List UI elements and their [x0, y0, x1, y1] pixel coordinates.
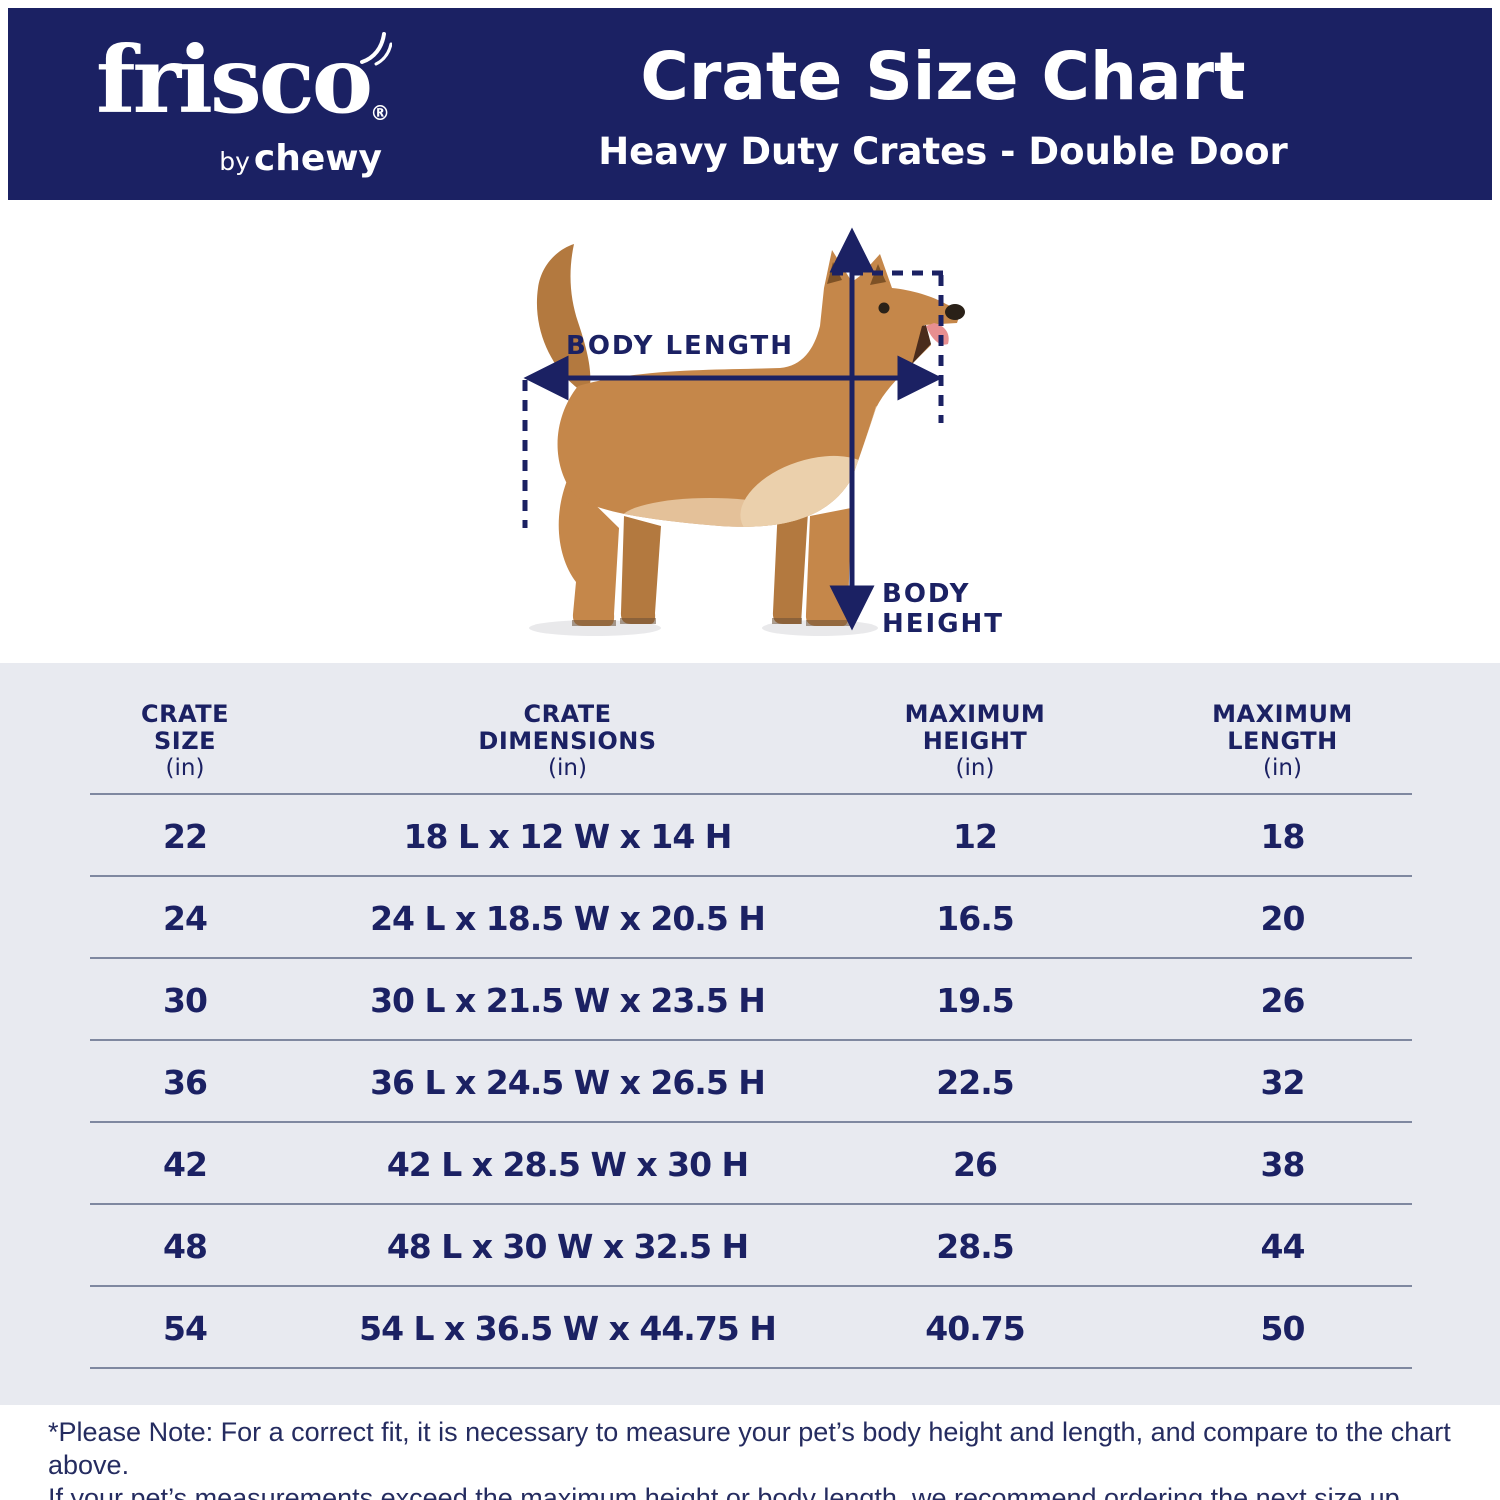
- table-row: 54 54 L x 36.5 W x 44.75 H 40.75 50: [60, 1287, 1440, 1369]
- header-banner: frisco® by chewy Crate Size Chart Heavy D…: [8, 8, 1492, 200]
- cell-max-height: 26: [953, 1144, 998, 1184]
- cell-max-length: 20: [1260, 898, 1306, 938]
- size-table: CRATE SIZE (in) CRATE DIMENSIONS (in) MA…: [0, 663, 1500, 1405]
- dog-measurement-diagram: BODY LENGTH BODY HEIGHT: [522, 227, 1004, 639]
- cell-crate-size: 24: [163, 898, 208, 938]
- cell-crate-size: 42: [163, 1144, 208, 1184]
- table-header-row: CRATE SIZE (in) CRATE DIMENSIONS (in) MA…: [60, 693, 1440, 795]
- table-row: 42 42 L x 28.5 W x 30 H 26 38: [60, 1123, 1440, 1205]
- measurement-overlays: [522, 227, 944, 631]
- dog-mouth: [912, 325, 931, 364]
- cell-max-height: 19.5: [936, 980, 1014, 1020]
- cell-crate-size: 22: [163, 816, 208, 856]
- registered-trademark-symbol: ®: [370, 101, 391, 125]
- page-subtitle: Heavy Duty Crates - Double Door: [598, 130, 1288, 173]
- cell-max-height: 16.5: [936, 898, 1014, 938]
- cell-crate-dimensions: 30 L x 21.5 W x 23.5 H: [370, 980, 766, 1020]
- dog-near-front-leg: [805, 508, 851, 626]
- body-height-label-line2: HEIGHT: [882, 609, 1004, 639]
- cell-crate-dimensions: 36 L x 24.5 W x 26.5 H: [370, 1062, 766, 1102]
- table-row: 48 48 L x 30 W x 32.5 H 28.5 44: [60, 1205, 1440, 1287]
- cell-crate-dimensions: 18 L x 12 W x 14 H: [403, 816, 733, 856]
- table-row: 22 18 L x 12 W x 14 H 12 18: [60, 795, 1440, 877]
- logo-tail-swoosh-icon: [360, 32, 392, 66]
- body-length-label: BODY LENGTH: [566, 331, 794, 361]
- cell-max-height: 28.5: [936, 1226, 1014, 1266]
- dog-near-rear-leg: [558, 478, 619, 626]
- footer-note: *Please Note: For a correct fit, it is n…: [48, 1416, 1468, 1500]
- cell-crate-size: 54: [163, 1308, 208, 1348]
- cell-crate-size: 30: [163, 980, 208, 1020]
- by-chewy-byline: by chewy: [219, 138, 382, 179]
- cell-max-height: 22.5: [936, 1062, 1014, 1102]
- dog-far-front-leg: [772, 506, 808, 624]
- column-header-maximum-height: MAXIMUM HEIGHT (in): [904, 700, 1046, 782]
- chewy-brand-text: chewy: [253, 138, 382, 179]
- cell-crate-size: 36: [163, 1062, 208, 1102]
- cell-crate-dimensions: 42 L x 28.5 W x 30 H: [386, 1144, 749, 1184]
- cell-crate-size: 48: [163, 1226, 208, 1266]
- note-line-2: If your pet’s measurements exceed the ma…: [48, 1483, 1408, 1500]
- column-header-crate-dimensions: CRATE DIMENSIONS (in): [478, 700, 657, 782]
- cell-max-height: 12: [953, 816, 998, 856]
- cell-crate-dimensions: 24 L x 18.5 W x 20.5 H: [370, 898, 766, 938]
- column-header-maximum-length: MAXIMUM LENGTH (in): [1212, 700, 1353, 782]
- body-height-label-line1: BODY: [882, 579, 970, 609]
- cell-max-length: 50: [1260, 1308, 1306, 1348]
- cell-crate-dimensions: 54 L x 36.5 W x 44.75 H: [359, 1308, 777, 1348]
- title-block: Crate Size Chart Heavy Duty Crates - Dou…: [428, 8, 1458, 200]
- note-line-1: *Please Note: For a correct fit, it is n…: [48, 1417, 1451, 1480]
- cell-max-length: 32: [1260, 1062, 1306, 1102]
- dog-eye: [878, 302, 890, 314]
- cell-max-length: 38: [1260, 1144, 1306, 1184]
- dog-tail: [536, 244, 591, 390]
- page-title: Crate Size Chart: [640, 38, 1246, 115]
- frisco-logo-wordmark: frisco®: [96, 30, 392, 163]
- frisco-brand-text: frisco: [96, 26, 373, 134]
- frisco-logo: frisco® by chewy: [96, 30, 392, 180]
- cell-max-height: 40.75: [925, 1308, 1025, 1348]
- table-row: 30 30 L x 21.5 W x 23.5 H 19.5 26: [60, 959, 1440, 1041]
- dog-nose: [945, 304, 965, 320]
- table-row: 24 24 L x 18.5 W x 20.5 H 16.5 20: [60, 877, 1440, 959]
- table-row: 36 36 L x 24.5 W x 26.5 H 22.5 32: [60, 1041, 1440, 1123]
- cell-max-length: 18: [1260, 816, 1306, 856]
- dog-illustration: [529, 244, 965, 636]
- cell-max-length: 44: [1260, 1226, 1306, 1266]
- column-header-crate-size: CRATE SIZE (in): [140, 700, 230, 782]
- cell-crate-dimensions: 48 L x 30 W x 32.5 H: [386, 1226, 749, 1266]
- dog-far-rear-leg: [620, 516, 661, 624]
- cell-max-length: 26: [1260, 980, 1306, 1020]
- byline-prefix: by: [219, 147, 250, 176]
